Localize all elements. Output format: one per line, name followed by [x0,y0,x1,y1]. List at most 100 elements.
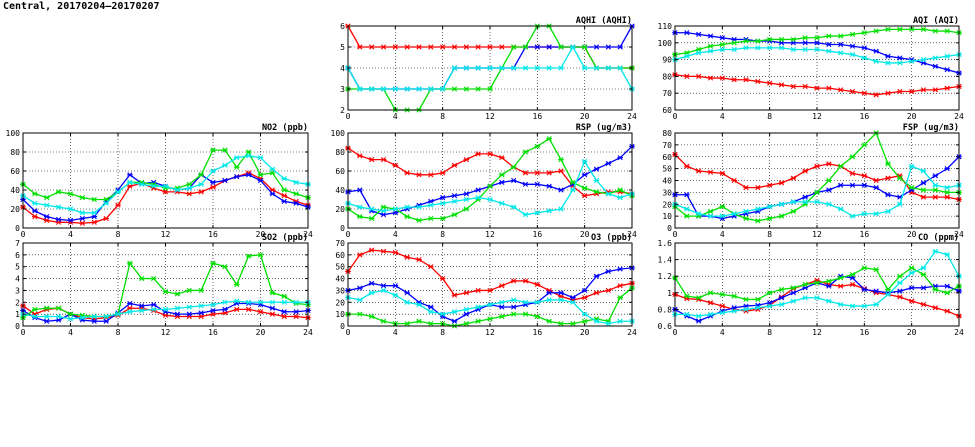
data-point [581,311,588,317]
data-point [522,170,529,176]
data-point [499,179,505,185]
data-point [766,303,773,309]
y-tick-label: 20 [335,298,345,307]
data-point [404,170,410,176]
data-point [570,187,576,193]
y-tick-label: 60 [10,167,20,176]
data-point [826,41,832,48]
data-point [908,58,915,64]
data-point [416,86,422,92]
data-point [849,281,856,288]
data-point [150,306,157,312]
data-point [861,265,868,271]
data-point [695,168,702,174]
data-point [439,200,446,206]
data-point [932,194,939,200]
x-tick-label: 0 [346,328,351,337]
data-point [684,311,690,317]
data-point [873,28,879,34]
data-point [463,65,470,71]
y-tick-label: 30 [662,188,672,197]
data-point [439,195,446,201]
data-point [849,43,856,49]
data-point [778,82,785,88]
data-point [581,318,588,324]
data-point [755,218,761,224]
data-point [392,206,399,212]
data-point [593,189,600,195]
y-tick-label: 20 [335,205,345,214]
data-point [67,206,74,212]
data-point [719,303,726,309]
data-point [684,296,690,302]
plot-frame [22,132,309,229]
data-point [802,83,808,90]
data-point [932,63,939,69]
data-point [257,155,264,161]
data-point [719,204,726,210]
data-point [743,215,749,222]
series-line [347,145,633,216]
data-point [861,142,868,148]
data-point [581,193,588,199]
data-point [150,302,157,308]
y-tick-label: 70 [662,141,672,150]
data-point [617,187,623,193]
y-tick-label: 40 [662,177,672,186]
data-point [127,183,133,189]
data-point [269,191,276,197]
data-point [510,164,517,170]
data-point [115,311,121,317]
data-point [861,303,868,309]
data-point [499,44,505,50]
data-point [802,35,808,41]
data-point [908,265,915,271]
data-point [357,311,363,317]
data-point [534,170,541,176]
data-point [546,44,552,50]
data-point [463,321,470,327]
data-point [475,318,481,324]
data-point [67,316,74,322]
data-point [222,264,228,270]
data-point [91,313,98,320]
data-point [802,194,808,200]
data-point [719,41,726,48]
y-tick-label: 4 [340,64,345,73]
data-point [617,318,623,324]
chart-title: CO (ppm) [918,233,959,243]
data-point [873,92,879,98]
data-point [380,208,387,214]
data-point [707,311,714,317]
data-point [814,189,820,195]
data-point [451,292,458,298]
chart-title: NO2 (ppb) [262,123,308,133]
data-point [897,26,903,32]
data-point [463,44,470,50]
data-point [920,26,927,32]
data-point [897,60,903,66]
data-point [849,303,856,309]
data-point [404,44,410,50]
data-point [908,270,915,276]
data-point [908,298,915,304]
data-point [257,309,264,315]
y-tick-label: 2 [15,298,20,307]
data-point [790,208,797,214]
data-point [138,307,145,314]
data-point [593,166,600,172]
data-point [269,290,276,296]
data-point [510,65,517,71]
data-point [222,299,228,305]
y-tick-label: 110 [658,22,673,31]
chart-title: FSP (ug/m3) [903,123,959,133]
y-tick-label: 1.2 [658,272,673,281]
data-point [558,168,564,174]
x-tick-label: 0 [673,230,678,239]
data-point [605,321,612,327]
data-point [837,301,844,308]
data-point [499,304,505,310]
data-point [546,183,552,189]
data-point [174,291,181,297]
